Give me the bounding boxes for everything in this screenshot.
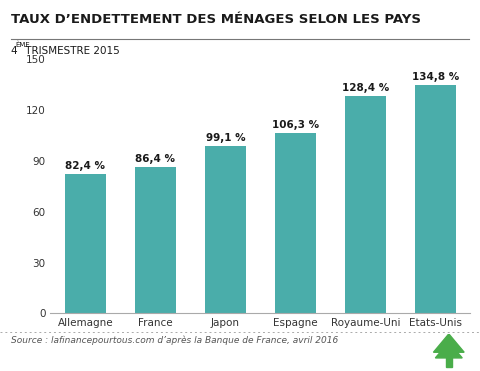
Polygon shape <box>435 342 462 358</box>
Text: ÈME: ÈME <box>15 42 30 49</box>
Bar <box>205 145 246 313</box>
Text: 134,8 %: 134,8 % <box>412 72 459 82</box>
Polygon shape <box>433 334 464 352</box>
Bar <box>415 85 456 313</box>
Bar <box>135 167 176 313</box>
Text: 128,4 %: 128,4 % <box>342 83 389 93</box>
Text: TRISMESTRE 2015: TRISMESTRE 2015 <box>22 46 120 56</box>
Bar <box>275 134 316 313</box>
Text: TAUX D’ENDETTEMENT DES MÉNAGES SELON LES PAYS: TAUX D’ENDETTEMENT DES MÉNAGES SELON LES… <box>11 13 420 26</box>
Text: 86,4 %: 86,4 % <box>135 154 175 164</box>
Text: 99,1 %: 99,1 % <box>205 132 245 142</box>
Text: Source : lafinancepourtous.com d’après la Banque de France, avril 2016: Source : lafinancepourtous.com d’après l… <box>11 336 338 345</box>
Text: 82,4 %: 82,4 % <box>65 161 106 171</box>
Text: 106,3 %: 106,3 % <box>272 120 319 130</box>
Bar <box>65 174 106 313</box>
Text: 4: 4 <box>11 46 17 56</box>
Bar <box>446 357 452 367</box>
Bar <box>345 96 386 313</box>
